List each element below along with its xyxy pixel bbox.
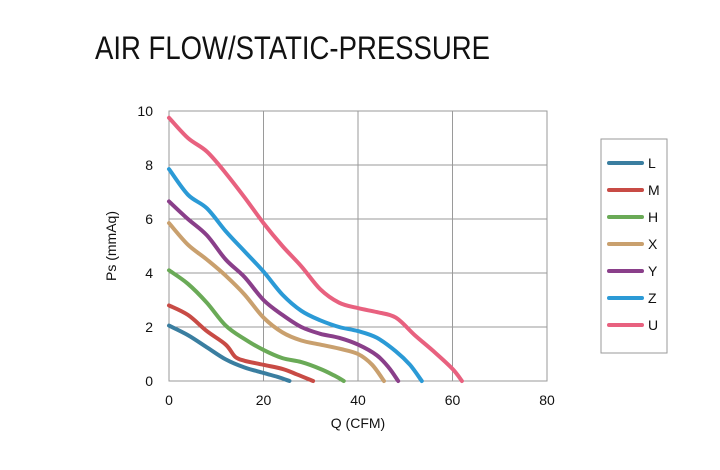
- series-line-Y: [167, 199, 401, 383]
- legend-label-Y: Y: [648, 263, 658, 279]
- x-axis-label: Q (CFM): [331, 415, 385, 431]
- series-line-U: [167, 115, 464, 383]
- legend-label-L: L: [648, 155, 656, 171]
- y-tick-label: 0: [145, 373, 153, 389]
- chart-title: AIR FLOW/STATIC-PRESSURE: [95, 30, 490, 66]
- x-tick-label: 20: [256, 392, 272, 408]
- series-line-L: [167, 323, 292, 383]
- series-line-X: [167, 221, 386, 383]
- grid-lines: [168, 110, 548, 382]
- legend-label-M: M: [648, 182, 660, 198]
- y-tick-label: 2: [145, 319, 153, 335]
- y-tick-label: 4: [145, 265, 153, 281]
- y-tick-label: 8: [145, 157, 153, 173]
- y-axis-label: Ps (mmAq): [103, 211, 119, 281]
- x-tick-label: 60: [445, 392, 461, 408]
- y-tick-labels: 0 2 4 6 8 10: [137, 103, 153, 389]
- series-line-H: [167, 268, 346, 383]
- x-tick-label: 0: [165, 392, 173, 408]
- x-tick-labels: 0 20 40 60 80: [165, 392, 555, 408]
- legend-label-H: H: [648, 209, 658, 225]
- x-tick-label: 40: [350, 392, 366, 408]
- x-tick-label: 80: [539, 392, 555, 408]
- y-tick-label: 10: [137, 103, 153, 119]
- legend-label-Z: Z: [648, 290, 657, 306]
- series-line-M: [167, 303, 316, 383]
- legend-label-X: X: [648, 236, 658, 252]
- series-line-Z: [167, 167, 424, 383]
- series-lines: [167, 115, 464, 383]
- legend-label-U: U: [648, 317, 658, 333]
- y-tick-label: 6: [145, 211, 153, 227]
- plot-frame: [168, 110, 548, 382]
